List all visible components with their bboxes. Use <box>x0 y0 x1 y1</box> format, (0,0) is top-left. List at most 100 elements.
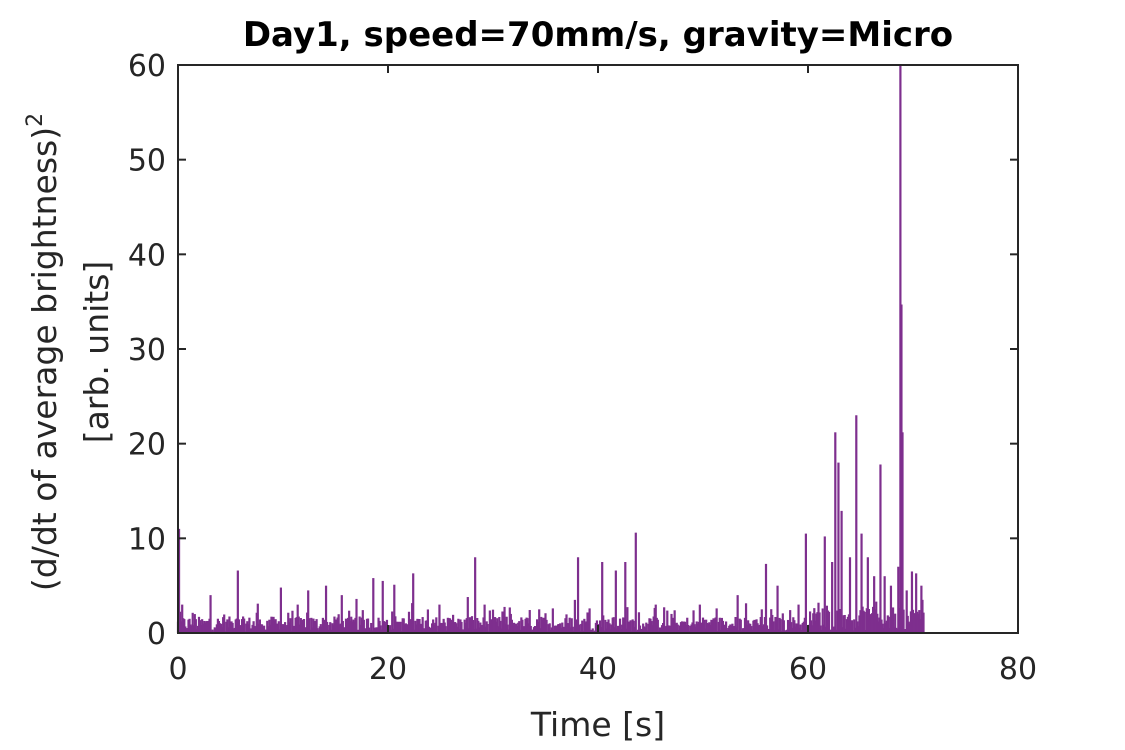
bar <box>571 626 574 633</box>
peak-bar <box>372 578 375 633</box>
bar <box>586 612 589 633</box>
bar <box>223 614 226 633</box>
peak-bar <box>848 557 852 633</box>
bar <box>725 621 728 633</box>
bar <box>321 617 324 633</box>
x-tick-label: 80 <box>999 652 1037 687</box>
bar <box>799 624 802 633</box>
peak-bar <box>209 595 212 633</box>
peak-bar <box>831 562 834 633</box>
bar <box>341 620 344 633</box>
bar <box>591 628 594 633</box>
peak-bar <box>256 603 259 633</box>
bar <box>772 621 775 633</box>
bar <box>506 624 509 633</box>
bar <box>337 614 340 633</box>
bar <box>612 617 615 633</box>
bar <box>326 621 329 633</box>
peak-bar <box>855 415 858 633</box>
bar <box>399 621 402 633</box>
peak-bar <box>797 604 800 633</box>
bar <box>503 606 506 633</box>
peak-bar <box>873 576 876 633</box>
y-axis-label: (d/dt of average brightness)2 <box>23 113 64 591</box>
bar <box>334 619 337 633</box>
peak-bar <box>601 562 604 633</box>
bar <box>922 612 925 633</box>
peak-bar <box>307 590 310 633</box>
bar <box>510 619 513 633</box>
bar <box>744 603 748 633</box>
peak-bar <box>279 587 282 633</box>
bar <box>183 619 186 633</box>
bar <box>471 620 475 633</box>
bar <box>782 620 785 633</box>
peak-bar <box>673 610 676 633</box>
y-axis-ticks: 0 10 20 30 40 50 60 <box>128 49 1018 652</box>
bar <box>570 618 573 633</box>
bar <box>554 625 558 633</box>
bar <box>194 619 197 633</box>
peak-bar <box>355 598 358 633</box>
peak-bar <box>736 595 739 633</box>
peak-bar <box>866 557 869 633</box>
peak-bar <box>837 462 840 633</box>
bar <box>270 616 273 633</box>
peak-bar <box>614 570 617 633</box>
y-tick-label: 10 <box>128 522 166 557</box>
bar <box>358 616 361 633</box>
peak-bar <box>889 585 893 633</box>
peak-bar <box>551 608 554 633</box>
bar <box>663 607 666 633</box>
peak-bar <box>393 584 396 633</box>
peak-bar <box>834 432 837 633</box>
bar <box>805 626 809 633</box>
bar <box>518 621 521 633</box>
bar <box>366 618 370 633</box>
y-tick-label: 60 <box>128 49 166 84</box>
bar <box>231 622 234 633</box>
peak-bar <box>466 597 469 633</box>
bar <box>486 624 489 633</box>
peak-bar <box>538 609 541 633</box>
peak-bar <box>715 608 718 633</box>
bar <box>313 621 316 633</box>
bar <box>226 619 229 633</box>
peak-bar <box>905 590 908 633</box>
bar <box>838 609 841 633</box>
bar <box>211 629 214 633</box>
bar <box>645 622 648 633</box>
bar <box>658 627 662 633</box>
bar <box>578 624 581 633</box>
bar <box>712 618 715 633</box>
y-tick-label: 40 <box>128 238 166 273</box>
bar <box>702 619 706 633</box>
bar <box>421 617 424 633</box>
bar <box>277 621 280 633</box>
bar <box>289 618 292 633</box>
bar <box>629 620 632 633</box>
bar <box>739 619 742 633</box>
peak-bar <box>573 599 576 633</box>
peak-bar <box>883 576 886 633</box>
bar <box>228 616 231 633</box>
bar <box>813 608 816 633</box>
bar <box>656 619 659 633</box>
bar <box>734 617 737 633</box>
bar <box>568 617 571 633</box>
bar <box>344 618 348 633</box>
bar <box>790 622 793 633</box>
bar <box>608 623 611 633</box>
bar <box>477 620 480 633</box>
bar <box>243 618 246 633</box>
peak-bar <box>576 557 580 633</box>
bar <box>370 622 373 633</box>
bar <box>263 625 266 633</box>
bar <box>676 624 679 633</box>
peak-bar <box>474 557 477 633</box>
bar <box>718 617 721 633</box>
bar <box>302 619 306 633</box>
peak-bar <box>588 608 591 633</box>
bar <box>528 610 531 633</box>
peak-bar <box>324 585 328 633</box>
